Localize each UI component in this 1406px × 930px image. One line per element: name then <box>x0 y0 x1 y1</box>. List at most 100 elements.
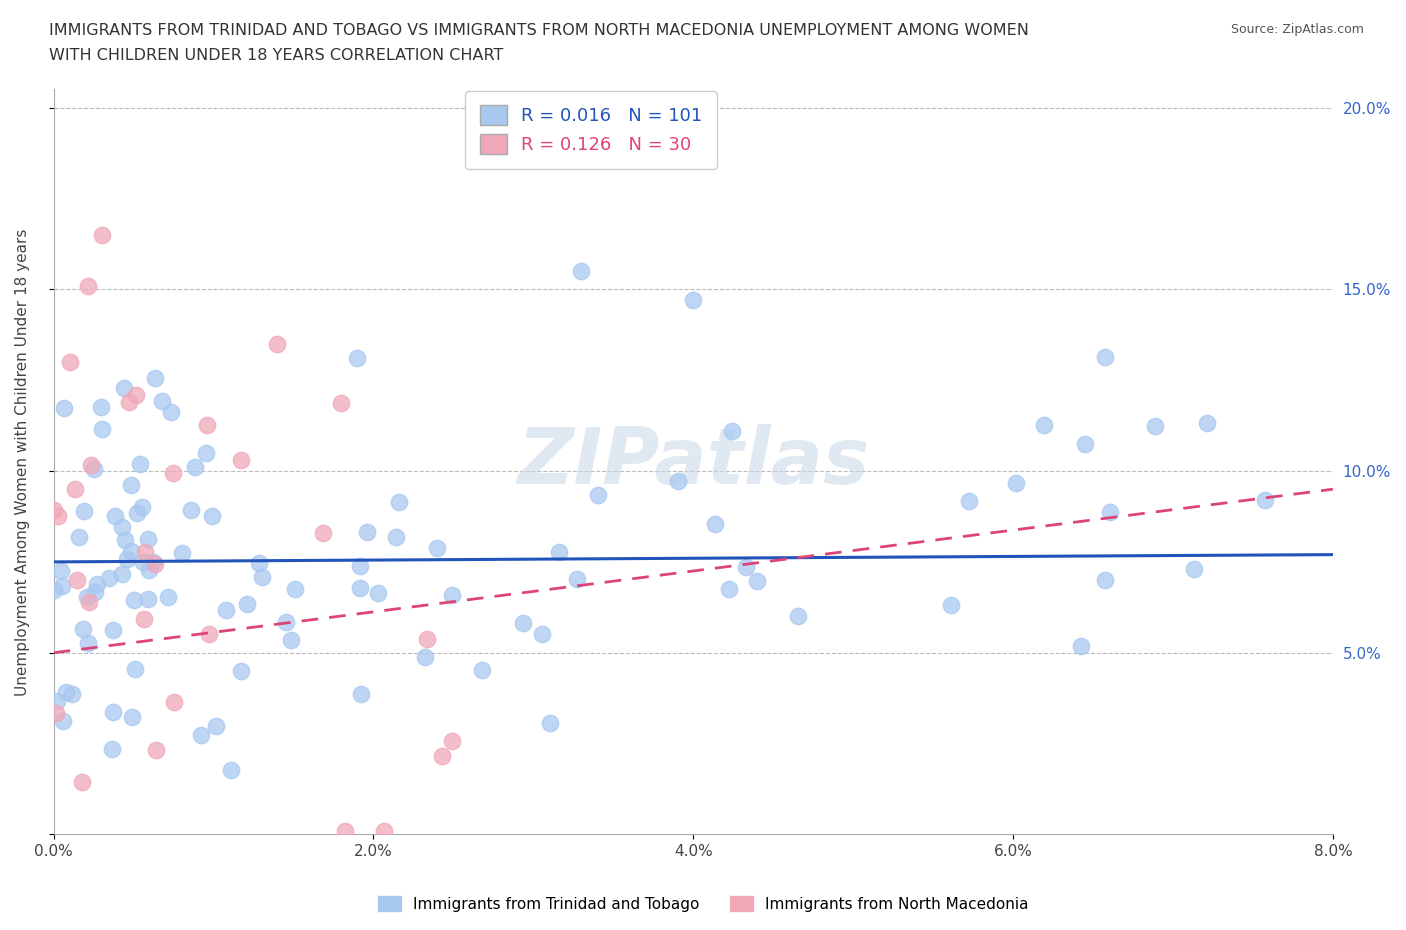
Legend: Immigrants from Trinidad and Tobago, Immigrants from North Macedonia: Immigrants from Trinidad and Tobago, Imm… <box>371 889 1035 918</box>
Point <box>548 545 571 560</box>
Point <box>236 597 259 612</box>
Point <box>172 545 194 560</box>
Point <box>76 278 98 293</box>
Point <box>86 577 108 591</box>
Point <box>129 457 152 472</box>
Point <box>413 650 436 665</box>
Point <box>101 623 124 638</box>
Point <box>346 351 368 365</box>
Point <box>160 405 183 419</box>
Point <box>312 525 335 540</box>
Legend: R = 0.016   N = 101, R = 0.126   N = 30: R = 0.016 N = 101, R = 0.126 N = 30 <box>465 91 717 168</box>
Point <box>1094 349 1116 364</box>
Point <box>138 591 160 606</box>
Point <box>111 566 134 581</box>
Point <box>426 540 449 555</box>
Point <box>70 774 93 789</box>
Point <box>250 570 273 585</box>
Point <box>565 572 588 587</box>
Point <box>276 615 298 630</box>
Point <box>666 473 689 488</box>
Point <box>957 494 980 509</box>
Point <box>735 560 758 575</box>
Point <box>1195 416 1218 431</box>
Point <box>195 418 218 432</box>
Point <box>1070 638 1092 653</box>
Point <box>84 584 107 599</box>
Text: ZIPatlas: ZIPatlas <box>517 424 869 500</box>
Point <box>44 502 66 517</box>
Point <box>90 400 112 415</box>
Point <box>349 559 371 574</box>
Point <box>367 586 389 601</box>
Point <box>55 684 77 699</box>
Point <box>45 693 67 708</box>
Point <box>1182 562 1205 577</box>
Point <box>117 551 139 566</box>
Point <box>441 734 464 749</box>
Point <box>120 543 142 558</box>
Point <box>131 500 153 515</box>
Point <box>1254 493 1277 508</box>
Point <box>141 554 163 569</box>
Point <box>195 446 218 461</box>
Point <box>190 727 212 742</box>
Point <box>939 597 962 612</box>
Point <box>77 594 100 609</box>
Point <box>388 495 411 510</box>
Point <box>60 686 83 701</box>
Point <box>704 517 727 532</box>
Point <box>280 633 302 648</box>
Point <box>219 763 242 777</box>
Point <box>229 664 252 679</box>
Point <box>72 622 94 637</box>
Point <box>83 462 105 477</box>
Point <box>350 686 373 701</box>
Point <box>747 574 769 589</box>
Point <box>51 578 73 593</box>
Point <box>143 370 166 385</box>
Point <box>45 706 67 721</box>
Point <box>416 631 439 646</box>
Point <box>184 459 207 474</box>
Point <box>101 742 124 757</box>
Point <box>471 663 494 678</box>
Point <box>103 704 125 719</box>
Point <box>1098 505 1121 520</box>
Point <box>125 388 148 403</box>
Point <box>163 695 186 710</box>
Point <box>90 227 112 242</box>
Point <box>120 478 142 493</box>
Point <box>1032 418 1054 432</box>
Point <box>349 580 371 595</box>
Point <box>77 635 100 650</box>
Point <box>330 395 353 410</box>
Point <box>73 504 96 519</box>
Point <box>682 293 704 308</box>
Point <box>125 506 148 521</box>
Point <box>430 749 453 764</box>
Point <box>1073 436 1095 451</box>
Point <box>205 718 228 733</box>
Point <box>52 714 75 729</box>
Point <box>157 590 180 604</box>
Point <box>124 661 146 676</box>
Point <box>1144 418 1167 433</box>
Point <box>65 481 87 496</box>
Point <box>530 626 553 641</box>
Point <box>136 532 159 547</box>
Point <box>59 354 82 369</box>
Point <box>90 421 112 436</box>
Point <box>333 823 356 838</box>
Point <box>104 509 127 524</box>
Point <box>718 581 741 596</box>
Point <box>586 487 609 502</box>
Point <box>118 394 141 409</box>
Point <box>198 626 221 641</box>
Text: IMMIGRANTS FROM TRINIDAD AND TOBAGO VS IMMIGRANTS FROM NORTH MACEDONIA UNEMPLOYM: IMMIGRANTS FROM TRINIDAD AND TOBAGO VS I… <box>49 23 1029 38</box>
Point <box>215 602 238 617</box>
Point <box>569 264 592 279</box>
Point <box>512 616 534 631</box>
Point <box>52 401 75 416</box>
Point <box>114 533 136 548</box>
